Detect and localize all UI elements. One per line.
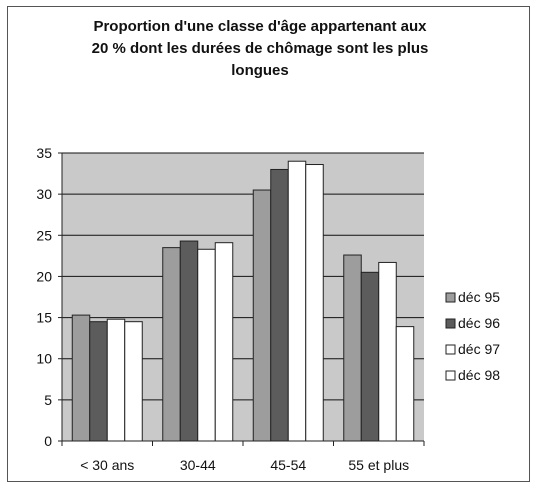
legend-swatch <box>445 318 456 329</box>
y-tick-label: 0 <box>44 433 52 449</box>
y-tick-label: 30 <box>36 186 52 202</box>
bar <box>343 254 362 442</box>
chart-title-line-1: Proportion d'une classe d'âge appartenan… <box>93 18 427 35</box>
plot-area: 0 5 10 15 20 25 30 35 < 30 ans 30-44 45-54 55 et pl… <box>36 145 425 473</box>
bar <box>89 321 108 442</box>
legend-swatch <box>445 344 456 355</box>
bar <box>305 164 324 442</box>
y-tick-label: 20 <box>36 268 52 284</box>
legend-label: déc 95 <box>458 289 500 305</box>
chart-title-line-3: longues <box>231 62 289 79</box>
chart-title: Proportion d'une classe d'âge appartenan… <box>55 16 465 82</box>
bar <box>124 321 143 442</box>
chart-title-line-2: 20 % dont les durées de chômage sont les… <box>91 40 429 57</box>
bar <box>179 240 199 442</box>
y-tick-label: 15 <box>36 310 52 326</box>
x-tick-label: 55 et plus <box>348 457 409 473</box>
bar <box>162 247 181 442</box>
bar <box>395 326 415 442</box>
bar <box>378 261 397 442</box>
x-tick-label: < 30 ans <box>80 457 134 473</box>
bar <box>197 248 216 442</box>
bar <box>106 318 126 442</box>
bar <box>252 189 272 442</box>
legend: déc 95 déc 96 déc 97 déc 98 <box>445 289 500 383</box>
legend-label: déc 96 <box>458 315 500 331</box>
bar <box>287 160 307 442</box>
legend-label: déc 98 <box>458 367 500 383</box>
bar <box>270 168 289 442</box>
legend-swatch <box>445 370 456 381</box>
x-tick-label: 30-44 <box>180 457 216 473</box>
y-tick-label: 5 <box>44 392 52 408</box>
bar <box>214 242 234 442</box>
bar <box>360 271 380 442</box>
legend-swatch <box>445 292 456 303</box>
bar <box>71 314 91 442</box>
x-tick-label: 45-54 <box>270 457 306 473</box>
y-tick-label: 10 <box>36 351 52 367</box>
y-tick-label: 25 <box>36 227 52 243</box>
y-tick-label: 35 <box>36 145 52 161</box>
legend-label: déc 97 <box>458 341 500 357</box>
